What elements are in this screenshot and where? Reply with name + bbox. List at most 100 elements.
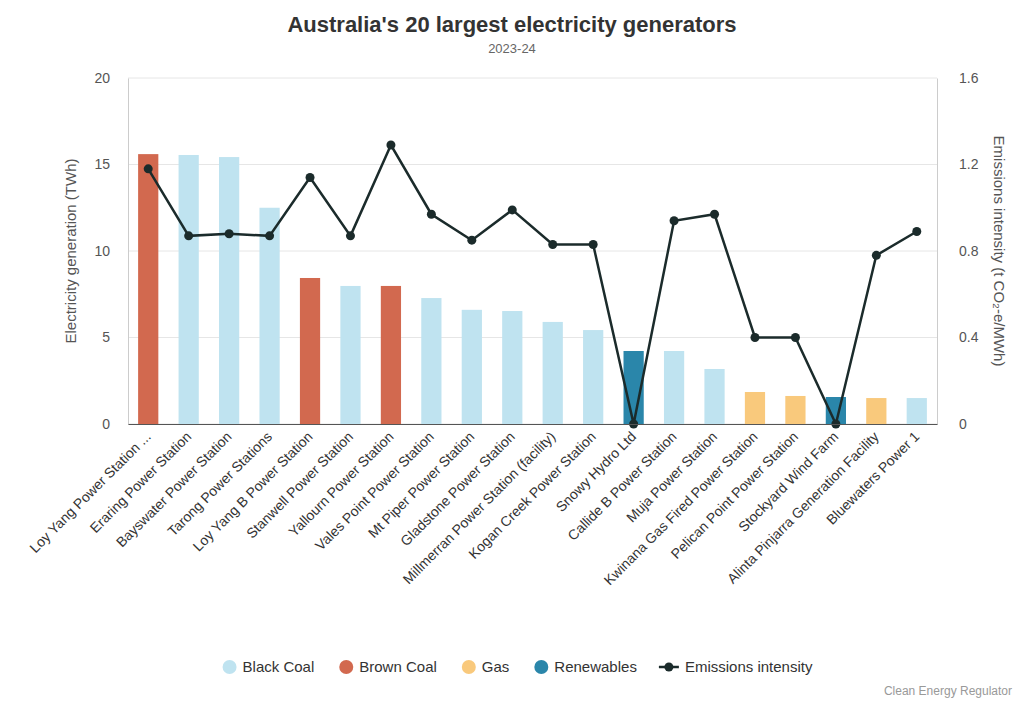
legend-symbol [223,660,237,674]
legend-symbol [339,660,353,674]
tick: 1.6 [937,70,979,86]
bar [462,310,482,424]
tick-label: 20 [94,70,110,86]
y-axis: 0 5 10 15 20 [94,70,128,432]
marker [548,240,557,249]
marker [750,333,759,342]
grid-line [128,337,937,338]
grid-line [128,78,937,79]
marks [138,141,927,429]
legend-label: Gas [482,658,510,675]
bar [583,330,603,424]
y2-axis-title: Emissions intensity (t CO₂-e/MWh) [991,136,1008,367]
line [148,145,917,424]
legend-label: Emissions intensity [685,658,813,675]
title: Australia's 20 largest electricity gener… [287,12,736,37]
marker [508,205,517,214]
axis-line [937,79,938,425]
bar [785,396,805,424]
bar [300,278,320,424]
marker [184,231,193,240]
tick-label: 0 [102,416,110,432]
bar [259,208,279,424]
tick: 0 [102,416,128,432]
bar [340,286,360,424]
legend-item: Gas [462,658,510,675]
legend-item: Black Coal [223,658,315,675]
tick-label: 0.8 [959,243,979,259]
axis-line [129,424,938,425]
y-axis-title: Electricity generation (TWh) [62,158,79,343]
marker [144,164,153,173]
bar [421,298,441,424]
legend-label: Black Coal [243,658,315,675]
tick: Alinta Pinjarra Generation Facility [724,424,882,586]
bar [179,155,199,424]
grid-line [128,251,937,252]
legend-item: Emissions intensity [659,658,813,675]
bar-series [179,155,927,424]
x-axis: Loy Yang Power Station ...Eraring Power … [26,424,937,588]
subtitle: 2023-24 [488,41,536,56]
tick-label: Bluewaters Power 1 [823,428,923,528]
bar-series [745,392,887,424]
tick-label: 15 [94,156,110,172]
grid-line [128,424,937,425]
tick: 15 [94,156,128,172]
tick-label: 10 [94,243,110,259]
marker [710,210,719,219]
chart: Australia's 20 largest electricity gener… [0,0,1024,704]
tick-label: 0 [959,416,967,432]
tick: Millmerran Power Station (facility) [400,424,559,587]
bar [907,398,927,424]
grid [128,78,937,424]
marker [872,251,881,260]
tick: 0.8 [937,243,979,259]
tick: 10 [94,243,128,259]
source: Clean Energy Regulator [884,684,1012,698]
marker [467,236,476,245]
y2-axis: 0 0.4 0.8 1.2 1.6 [937,70,979,432]
marker [912,227,921,236]
plot: 0 5 10 15 20 0 0.4 0.8 1.2 1.6 Loy Yang Power Stat… [26,70,978,588]
marker [225,229,234,238]
bar [704,369,724,424]
bar-series [624,351,846,424]
marker [306,173,315,182]
bar [745,392,765,424]
legend-label: Renewables [554,658,637,675]
tick-label: 5 [102,329,110,345]
legend: Black Coal Brown Coal Gas Renewables Emissio… [223,658,813,675]
marker [386,141,395,150]
legend-item: Renewables [534,658,637,675]
legend-symbol [534,660,548,674]
legend-symbol [462,660,476,674]
marker [265,231,274,240]
tick: 5 [102,329,128,345]
bar [138,154,158,424]
bar-series [138,154,401,424]
bar [543,322,563,424]
tick-label: Millmerran Power Station (facility) [400,428,559,587]
marker [670,216,679,225]
tick-label: 1.6 [959,70,979,86]
tick: Bluewaters Power 1 [823,424,923,528]
legend-label: Brown Coal [359,658,437,675]
grid-line [128,164,937,165]
legend-item: Brown Coal [339,658,437,675]
tick: 0 [937,416,967,432]
bar [502,311,522,424]
marker [346,231,355,240]
tick: 0.4 [937,329,979,345]
bar [381,286,401,424]
marker [791,333,800,342]
tick-label: Alinta Pinjarra Generation Facility [724,428,882,586]
bar [219,157,239,424]
tick: 20 [94,70,128,86]
legend-symbol [664,663,673,672]
tick: 1.2 [937,156,979,172]
marker [589,240,598,249]
bar [866,398,886,424]
marker [427,210,436,219]
tick-label: 1.2 [959,156,979,172]
